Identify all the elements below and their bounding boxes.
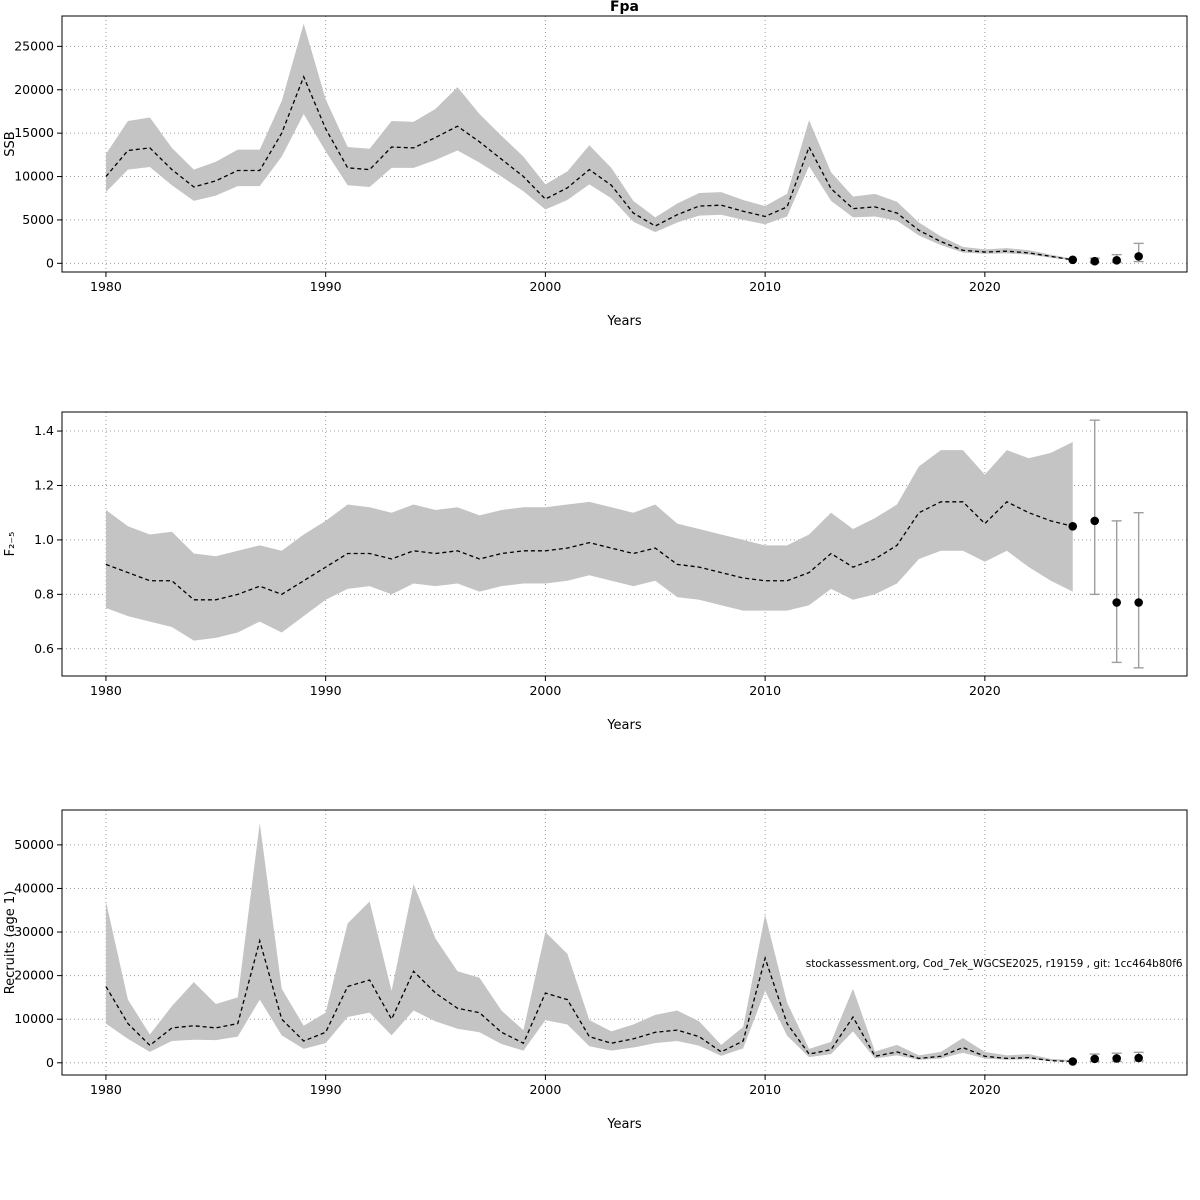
panel-f-forecast-dot [1068, 522, 1078, 531]
panel-f-confidence-band [105, 441, 1073, 641]
svg-text:0: 0 [46, 1055, 54, 1070]
panel-f-forecast [1068, 419, 1144, 669]
svg-text:2000: 2000 [529, 1082, 561, 1097]
svg-text:20000: 20000 [14, 82, 54, 97]
svg-text:40000: 40000 [14, 880, 54, 895]
panel-f-forecast-dot [1090, 516, 1100, 526]
panel-recruits-forecast-dot [1090, 1054, 1100, 1064]
svg-text:1990: 1990 [310, 279, 342, 294]
svg-text:10000: 10000 [14, 169, 54, 184]
svg-text:2000: 2000 [529, 279, 561, 294]
panel-ssb-forecast-dot [1090, 256, 1100, 266]
svg-text:2020: 2020 [969, 683, 1001, 698]
stockassessment-annotation: stockassessment.org, Cod_7ek_WGCSE2025, … [806, 958, 1183, 970]
svg-text:0.8: 0.8 [34, 586, 54, 601]
svg-text:1990: 1990 [310, 1082, 342, 1097]
panel-recruits-confidence-band [105, 823, 1073, 1062]
svg-text:2020: 2020 [969, 1082, 1001, 1097]
panel-recruits-forecast-dot [1134, 1053, 1143, 1063]
svg-text:5000: 5000 [22, 212, 54, 227]
panel-ssb-forecast [1068, 242, 1144, 266]
panel-ssb-ylabel: SSB [3, 131, 18, 156]
svg-text:1.4: 1.4 [34, 423, 54, 438]
svg-text:2020: 2020 [969, 279, 1001, 294]
svg-text:1.0: 1.0 [34, 532, 54, 547]
svg-text:1990: 1990 [310, 683, 342, 698]
svg-text:2010: 2010 [749, 683, 781, 698]
panel-ssb-plot-border [61, 15, 1188, 273]
panel-recruits-ylabel: Recruits (age 1) [3, 891, 18, 995]
panel-f-xlabel: Years [606, 718, 642, 733]
panel-f-forecast-dot [1112, 598, 1121, 607]
panel-f: 1980 1990 2000 2010 2020 0.6 0.8 1.0 1.2 1.4 Years… [3, 411, 1188, 733]
panel-ssb-axes: 1980 1990 2000 2010 2020 0 5000 10000 15000 20000… [14, 38, 1001, 294]
svg-text:1980: 1980 [90, 279, 122, 294]
panel-f-axes: 1980 1990 2000 2010 2020 0.6 0.8 1.0 1.2 1.4 [34, 423, 1001, 698]
svg-text:25000: 25000 [14, 38, 54, 53]
panel-recruits: 1980 1990 2000 2010 2020 0 10000 20000 30000 4000… [3, 809, 1188, 1132]
panel-f-median-line [105, 501, 1073, 601]
panel-recruits-forecast [1068, 1051, 1144, 1066]
svg-text:1980: 1980 [90, 1082, 122, 1097]
svg-text:2010: 2010 [749, 279, 781, 294]
svg-text:0.6: 0.6 [34, 641, 54, 656]
panel-recruits-median-line [105, 938, 1073, 1063]
panel-ssb-forecast-dot [1112, 255, 1121, 265]
panel-recruits-forecast-dot [1112, 1054, 1121, 1063]
chart-title: Fpa [610, 0, 639, 15]
panel-recruits-xlabel: Years [606, 1117, 642, 1132]
svg-text:20000: 20000 [14, 968, 54, 983]
svg-text:30000: 30000 [14, 924, 54, 939]
panel-ssb-forecast-dot [1068, 255, 1078, 265]
panel-recruits-forecast-dot [1068, 1057, 1078, 1066]
panel-recruits-axes: 1980 1990 2000 2010 2020 0 10000 20000 30000 4000… [14, 837, 1001, 1097]
svg-text:15000: 15000 [14, 125, 54, 140]
panel-ssb: 1980 1990 2000 2010 2020 0 5000 10000 15000 20000… [3, 0, 1188, 329]
svg-text:2010: 2010 [749, 1082, 781, 1097]
panel-ssb-median-line [105, 75, 1073, 261]
svg-text:1.2: 1.2 [34, 477, 54, 492]
svg-text:50000: 50000 [14, 837, 54, 852]
panel-f-plot-border [61, 411, 1188, 677]
panel-f-ylabel: F₂₋₅ [3, 532, 18, 557]
panel-ssb-confidence-band [105, 23, 1073, 261]
panel-ssb-forecast-dot [1134, 252, 1143, 261]
svg-text:2000: 2000 [529, 683, 561, 698]
panel-ssb-gridlines [62, 16, 1187, 272]
svg-text:0: 0 [46, 255, 54, 270]
panel-ssb-xlabel: Years [606, 314, 642, 329]
panel-recruits-plot-border [61, 809, 1188, 1076]
svg-text:10000: 10000 [14, 1011, 54, 1026]
panel-f-forecast-dot [1134, 598, 1143, 607]
svg-text:1980: 1980 [90, 683, 122, 698]
